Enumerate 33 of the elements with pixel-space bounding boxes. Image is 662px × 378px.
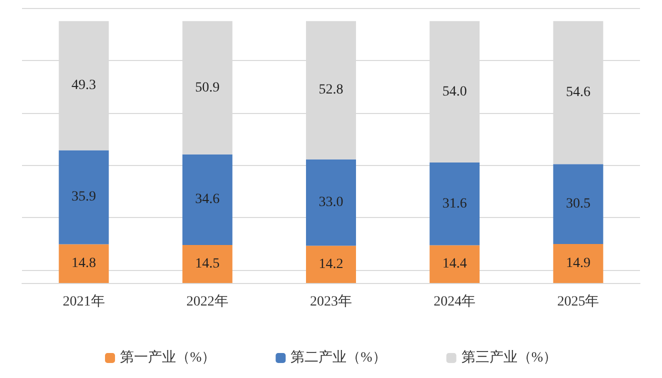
x-tick-label: 2023年 (310, 294, 352, 310)
bar (306, 246, 356, 283)
bar (58, 150, 109, 244)
x-tick-label: 2021年 (62, 294, 105, 310)
bar (430, 245, 480, 283)
data-label: 33.0 (318, 195, 344, 210)
data-label: 54.6 (566, 85, 590, 100)
legend-label: 第三产业（%） (461, 350, 558, 366)
x-tick-label: 2025年 (557, 294, 600, 310)
bar (182, 245, 232, 283)
data-label: 14.2 (318, 256, 344, 272)
data-label: 31.6 (442, 196, 467, 212)
data-label: 34.6 (195, 192, 220, 208)
bar (553, 164, 604, 244)
legend-label: 第一产业（%） (120, 350, 216, 366)
data-label: 35.9 (72, 190, 96, 205)
data-label: 14.8 (72, 256, 96, 272)
data-label: 49.3 (72, 78, 96, 94)
data-label: 52.8 (318, 82, 344, 98)
data-label: 30.5 (566, 196, 590, 212)
data-label: 14.4 (442, 256, 467, 272)
data-label: 14.5 (195, 256, 220, 272)
data-label: 14.9 (566, 256, 590, 271)
data-label: 50.9 (195, 80, 220, 96)
bar (306, 159, 356, 246)
x-tick-label: 2022年 (186, 294, 228, 310)
data-label: 54.0 (442, 84, 467, 100)
legend-label: 第二产业（%） (290, 350, 386, 366)
x-tick-label: 2024年 (434, 294, 476, 310)
bar (430, 162, 480, 246)
bar (58, 244, 109, 283)
bar (553, 244, 604, 283)
bar (182, 154, 232, 246)
